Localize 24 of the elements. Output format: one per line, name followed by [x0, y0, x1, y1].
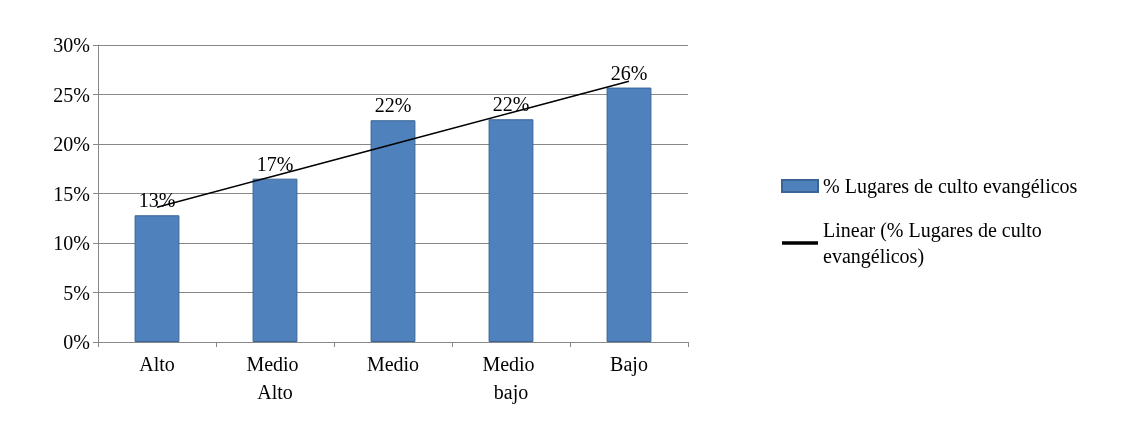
x-tick-label: Medio: [366, 353, 420, 375]
legend-label: % Lugares de culto evangélicos: [823, 175, 1078, 198]
y-tick-label: 25%: [53, 83, 90, 106]
bar: [488, 119, 534, 342]
x-tick-label: Medio bajo: [482, 353, 540, 404]
y-tick-label: 20%: [53, 133, 90, 155]
data-label: 22%: [492, 93, 530, 116]
y-tick-label: 0%: [63, 331, 90, 353]
data-label: 26%: [610, 61, 648, 84]
data-label: 22%: [374, 94, 412, 117]
x-tick-label: Bajo: [610, 353, 648, 376]
bar: [370, 120, 416, 342]
bar: [252, 178, 298, 342]
bar: [606, 87, 652, 342]
y-tick-label: 10%: [53, 232, 90, 254]
x-tick-label: Medio Alto: [246, 353, 304, 403]
legend-label: Linear (% Lugares de culto evangélicos): [823, 219, 1047, 268]
y-tick-label: 5%: [63, 281, 90, 304]
y-tick-label: 15%: [53, 182, 90, 205]
y-tick-label: 30%: [53, 34, 90, 56]
bar: [134, 215, 180, 342]
x-tick-label: Alto: [139, 353, 175, 375]
data-label: 17%: [256, 152, 294, 175]
data-label: 13%: [138, 189, 176, 212]
